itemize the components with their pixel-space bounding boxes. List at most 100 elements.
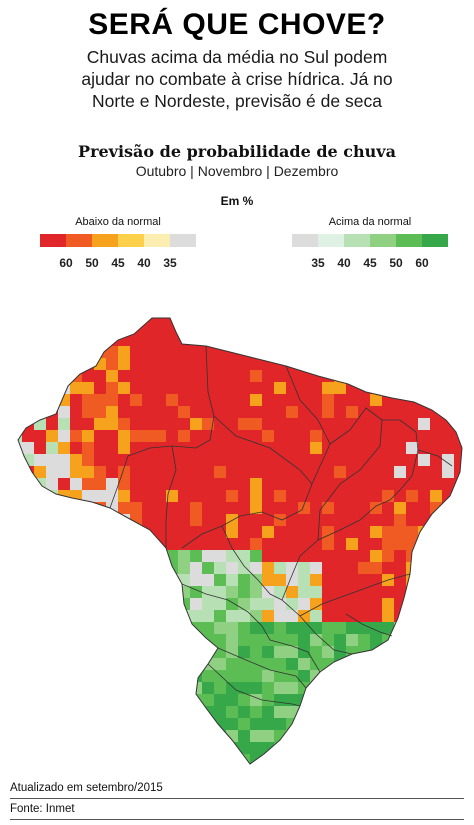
grid-cell (466, 754, 474, 767)
grid-cell (262, 574, 275, 587)
grid-cell (298, 466, 311, 479)
grid-cell (274, 706, 287, 719)
grid-cell (286, 394, 299, 407)
grid-cell (394, 766, 407, 770)
grid-cell (214, 766, 227, 770)
grid-cell (238, 430, 251, 443)
legend-above-ticks: 35 40 45 50 60 (292, 256, 448, 272)
grid-cell (406, 586, 419, 599)
grid-cell (454, 538, 462, 551)
grid-cell (70, 346, 83, 359)
grid-cell (298, 478, 311, 491)
grid-cell (226, 706, 239, 719)
grid-cell (442, 550, 455, 563)
grid-cell (118, 634, 131, 647)
grid-cell (250, 418, 263, 431)
grid-cell (190, 514, 203, 527)
grid-cell (442, 670, 455, 683)
grid-cell (286, 754, 299, 764)
grid-cell (58, 670, 71, 683)
grid-cell (22, 430, 35, 443)
grid-cell (334, 682, 347, 695)
grid-cell (46, 658, 59, 671)
grid-cell (34, 442, 47, 455)
grid-cell (94, 358, 107, 371)
grid-cell (130, 430, 143, 443)
grid-cell (118, 526, 131, 539)
grid-cell (262, 394, 275, 407)
grid-cell (322, 430, 335, 443)
grid-cell (94, 634, 107, 647)
grid-cell (418, 598, 431, 611)
grid-cell (274, 478, 287, 491)
grid-cell (190, 598, 203, 611)
grid-cell (178, 358, 191, 371)
grid-cell (346, 706, 359, 719)
grid-cell (58, 694, 71, 707)
grid-cell (262, 322, 275, 335)
grid-cell (18, 454, 23, 467)
grid-cell (46, 466, 59, 479)
grid-cell (466, 550, 474, 563)
grid-cell (442, 442, 455, 455)
grid-cell (322, 538, 335, 551)
grid-cell (46, 718, 59, 731)
grid-cell (118, 550, 131, 563)
grid-cell (22, 598, 35, 611)
grid-cell (70, 706, 83, 719)
grid-cell (82, 634, 95, 647)
grid-cell (442, 322, 455, 335)
grid-cell (22, 706, 35, 719)
grid-cell (370, 502, 383, 515)
grid-cell (262, 634, 275, 647)
grid-cell (406, 682, 419, 695)
grid-cell (406, 766, 419, 770)
grid-cell (358, 430, 371, 443)
grid-cell (94, 322, 107, 335)
grid-cell (238, 322, 251, 335)
grid-cell (346, 358, 359, 371)
grid-cell (18, 478, 23, 491)
grid-cell (18, 322, 23, 335)
grid-cell (94, 742, 107, 755)
grid-cell (142, 406, 155, 419)
grid-cell (418, 682, 431, 695)
grid-cell (106, 382, 119, 395)
grid-cell (166, 394, 179, 407)
grid-cell (430, 550, 443, 563)
grid-cell (214, 418, 227, 431)
grid-cell (382, 706, 395, 719)
grid-cell (358, 418, 371, 431)
grid-cell (238, 730, 251, 743)
grid-cell (82, 550, 95, 563)
grid-cell (466, 322, 474, 335)
grid-cell (250, 646, 263, 659)
grid-cell (166, 550, 179, 563)
grid-cell (406, 442, 419, 455)
grid-cell (358, 634, 371, 647)
grid-cell (346, 538, 359, 551)
grid-cell (418, 466, 431, 479)
grid-cell (418, 586, 431, 599)
grid-cell (106, 406, 119, 419)
grid-cell (70, 550, 83, 563)
grid-cell (82, 730, 95, 743)
grid-cell (454, 418, 462, 431)
grid-cell (118, 730, 131, 743)
grid-cell (70, 318, 83, 323)
grid-cell (154, 706, 167, 719)
grid-cell (118, 394, 131, 407)
grid-cell (418, 622, 431, 635)
grid-cell (190, 586, 203, 599)
grid-cell (262, 610, 275, 623)
grid-cell (322, 370, 335, 383)
grid-cell (214, 574, 227, 587)
grid-cell (202, 454, 215, 467)
grid-cell (202, 502, 215, 515)
grid-cell (82, 706, 95, 719)
legend-below-swatch (40, 234, 66, 247)
grid-cell (262, 478, 275, 491)
grid-cell (178, 658, 191, 671)
grid-cell (382, 694, 395, 707)
grid-cell (358, 466, 371, 479)
